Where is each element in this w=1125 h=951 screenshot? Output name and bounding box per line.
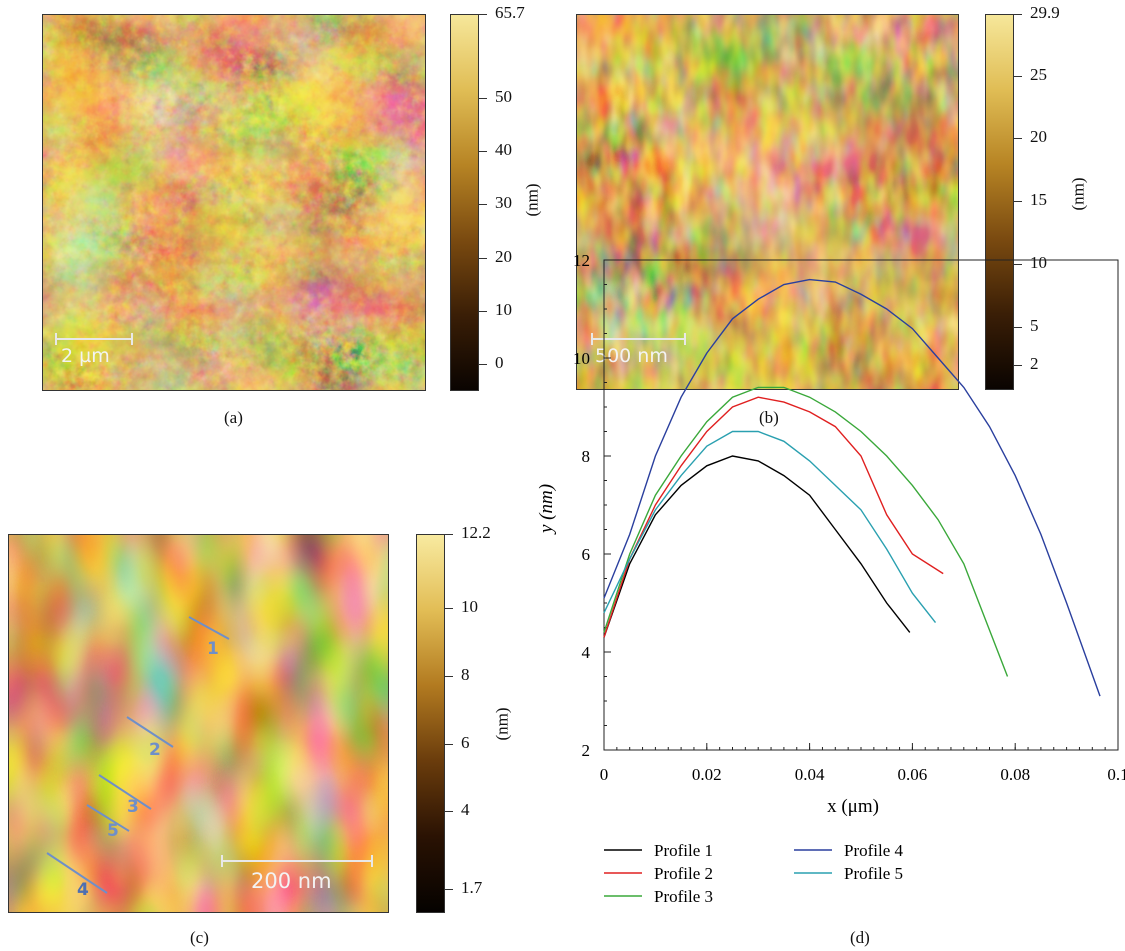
scalebar-a: 2 µm: [55, 333, 175, 373]
afm-image-b: 500 nm: [576, 14, 959, 390]
colorbar-b-tick: [1014, 75, 1022, 77]
colorbar-a-tick-label: 50: [495, 86, 512, 106]
legend-label-profile-4: Profile 4: [844, 841, 904, 860]
caption-b: (b): [759, 408, 779, 427]
chart-ylabel: y (nm): [536, 484, 557, 535]
colorbar-a-tick: [479, 311, 487, 312]
colorbar-b-tick-label: 2: [1030, 353, 1039, 373]
afm-image-c: 1 2 3 5 4 200 nm: [8, 534, 389, 913]
colorbar-a-tick: [479, 151, 487, 153]
scalebar-b: 500 nm: [591, 333, 731, 373]
colorbar-c-tick-label: 12.2: [461, 523, 491, 542]
profile-marker-2: 2: [149, 740, 161, 760]
profile-marker-4: 4: [77, 880, 89, 900]
colorbar-b-tick: [1014, 14, 1022, 15]
colorbar-a-tick-label: 30: [495, 193, 512, 213]
series-line-profile-5: [603, 430, 937, 624]
colorbar-a-tick: [479, 14, 487, 15]
series-line-profile-2: [603, 396, 944, 638]
scalebar-c-label: 200 nm: [251, 869, 332, 893]
colorbar-a-tick: [479, 257, 487, 259]
colorbar-b-tick: [1014, 264, 1022, 266]
x-tick-label: 0.08: [1000, 765, 1030, 784]
colorbar-a-tick: [479, 97, 487, 99]
colorbar-c-tick-label: 10: [461, 597, 478, 617]
colorbar-c-tick: [445, 676, 453, 678]
profile-marker-3: 3: [127, 797, 139, 817]
chart-xlabel: x (μm): [827, 796, 879, 817]
legend-label-profile-5: Profile 5: [844, 864, 903, 883]
legend-label-profile-1: Profile 1: [654, 841, 713, 860]
colorbar-a-tick-label: 20: [495, 246, 512, 266]
series-line-profile-1: [603, 455, 911, 638]
colorbar-a: [450, 14, 479, 391]
colorbar-a-tick: [479, 364, 487, 366]
colorbar-c-tick: [445, 811, 453, 813]
afm-texture-c: [9, 535, 388, 912]
colorbar-a-unit: (nm): [522, 183, 542, 217]
caption-c: (c): [190, 928, 209, 947]
colorbar-b: [985, 14, 1014, 390]
colorbar-c-tick-label: 6: [461, 732, 470, 752]
colorbar-c-tick: [445, 534, 453, 535]
series-line-profile-3: [603, 386, 1009, 677]
afm-texture-a: [43, 15, 425, 390]
y-tick-label: 2: [582, 741, 591, 760]
scalebar-b-label: 500 nm: [595, 345, 668, 367]
colorbar-a-tick-label: 40: [495, 140, 512, 160]
colorbar-c-unit: (nm): [492, 707, 512, 741]
profile-marker-5: 5: [107, 821, 119, 841]
y-tick-label: 8: [582, 447, 591, 466]
y-tick-label: 4: [582, 643, 591, 662]
caption-d: (d): [850, 928, 870, 947]
x-tick-label: 0.06: [898, 765, 928, 784]
scalebar-c: 200 nm: [221, 855, 381, 899]
colorbar-c-tick-label: 1.7: [461, 878, 483, 898]
colorbar-b-tick: [1014, 201, 1022, 203]
y-tick-label: 6: [582, 545, 591, 564]
afm-image-a: 2 µm: [42, 14, 426, 391]
colorbar-b-tick-label: 29.9: [1030, 3, 1060, 22]
colorbar-b-tick-label: 20: [1030, 127, 1047, 147]
caption-a: (a): [224, 408, 243, 427]
x-tick-label: 0.02: [692, 765, 722, 784]
colorbar-a-tick-label: 0: [495, 353, 504, 373]
colorbar-b-tick: [1014, 327, 1022, 329]
x-tick-label: 0.04: [795, 765, 825, 784]
x-tick-label: 0.1: [1107, 765, 1125, 784]
profile-lines: [46, 616, 230, 894]
colorbar-c-tick-label: 4: [461, 800, 470, 820]
colorbar-b-tick-label: 10: [1030, 253, 1047, 273]
profile-marker-1: 1: [207, 639, 219, 659]
colorbar-b-tick-label: 25: [1030, 64, 1047, 84]
colorbar-c-tick: [445, 608, 453, 610]
colorbar-a-tick-label: 65.7: [495, 3, 525, 22]
colorbar-b-tick-label: 5: [1030, 316, 1039, 336]
colorbar-a-tick: [479, 204, 487, 206]
colorbar-c-tick: [445, 889, 453, 891]
colorbar-b-tick-label: 15: [1030, 190, 1047, 210]
colorbar-a-tick-label: 10: [495, 300, 512, 319]
colorbar-c-tick-label: 8: [461, 665, 470, 685]
colorbar-c-tick: [445, 743, 453, 745]
colorbar-b-unit: (nm): [1068, 177, 1088, 211]
colorbar-b-tick: [1014, 364, 1022, 366]
legend-label-profile-3: Profile 3: [654, 887, 713, 906]
legend-label-profile-2: Profile 2: [654, 864, 713, 883]
scalebar-a-label: 2 µm: [61, 345, 110, 367]
x-tick-label: 0: [600, 765, 609, 784]
colorbar-c: [416, 534, 445, 913]
colorbar-b-tick: [1014, 138, 1022, 140]
